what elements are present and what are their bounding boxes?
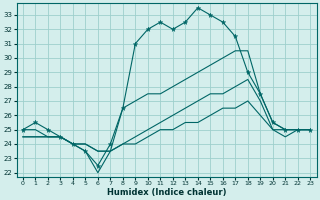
X-axis label: Humidex (Indice chaleur): Humidex (Indice chaleur) <box>107 188 226 197</box>
